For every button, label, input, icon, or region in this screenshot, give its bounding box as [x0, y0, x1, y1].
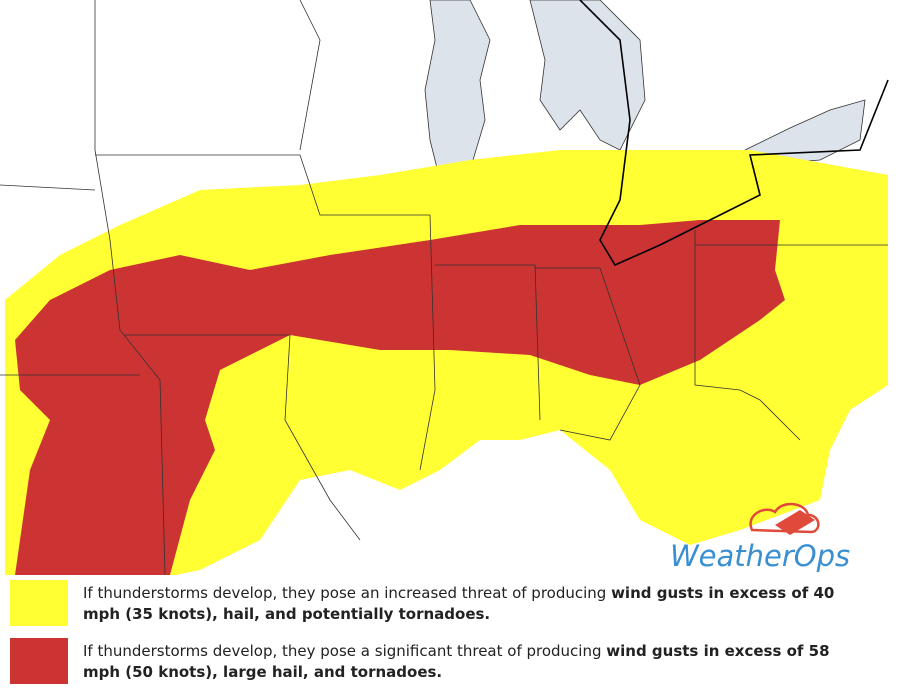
- legend-text: If thunderstorms develop, they pose an i…: [83, 583, 863, 625]
- legend-text-plain: If thunderstorms develop, they pose a si…: [83, 642, 607, 660]
- significant-threat-area: [15, 220, 785, 575]
- legend-text-bold: wind gusts in excess of 40 mph (35 knots…: [83, 584, 835, 623]
- legend-text: If thunderstorms develop, they pose a si…: [83, 641, 863, 683]
- border-line: [579, 0, 889, 267]
- state-lines: [0, 0, 888, 576]
- logo-icon: [749, 502, 820, 535]
- legend-item: If thunderstorms develop, they pose a si…: [10, 638, 880, 686]
- legend-item: If thunderstorms develop, they pose an i…: [10, 580, 880, 628]
- map: WeatherOps: [0, 0, 889, 576]
- logo-text: WeatherOps: [670, 539, 850, 573]
- legend-swatch: [10, 638, 68, 684]
- legend-text-bold: wind gusts in excess of 58 mph (50 knots…: [83, 642, 830, 681]
- legend-swatch: [10, 580, 68, 626]
- legend-text-plain: If thunderstorms develop, they pose an i…: [83, 584, 612, 602]
